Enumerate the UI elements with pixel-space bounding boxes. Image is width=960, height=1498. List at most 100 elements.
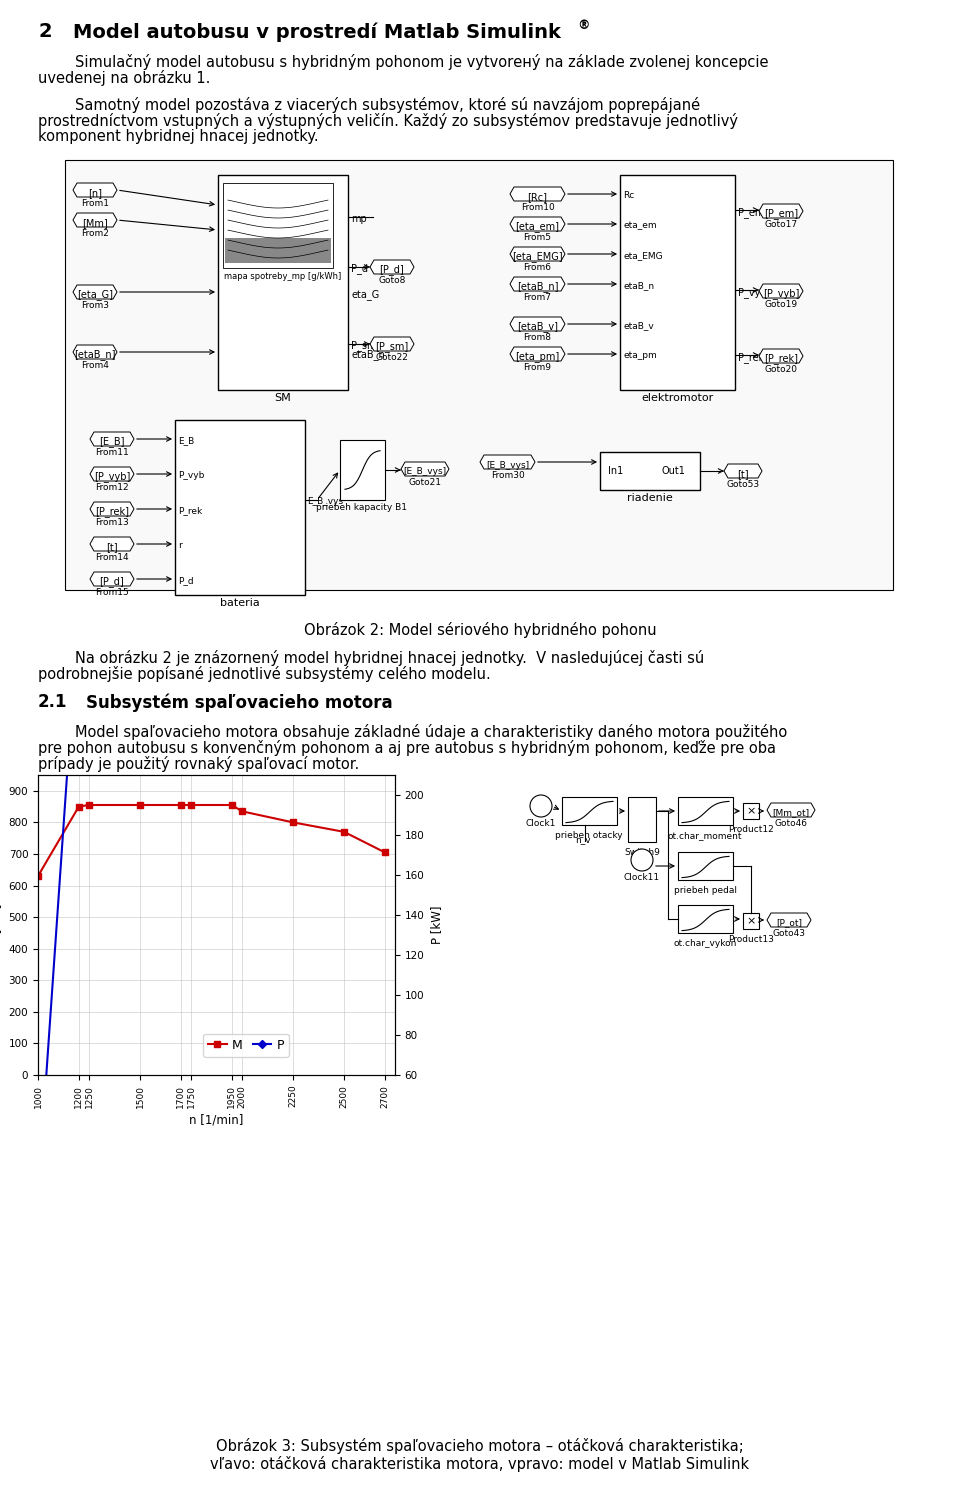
Text: [P_em]: [P_em] bbox=[764, 208, 798, 219]
Text: prípady je použitý rovnaký spaľovací motor.: prípady je použitý rovnaký spaľovací mot… bbox=[38, 756, 359, 771]
Text: Goto43: Goto43 bbox=[773, 929, 805, 938]
Polygon shape bbox=[73, 285, 117, 300]
Text: Samotný model pozostáva z viacerých subsystémov, ktoré sú navzájom poprepájané: Samotný model pozostáva z viacerých subs… bbox=[75, 97, 700, 112]
Text: Goto19: Goto19 bbox=[764, 300, 798, 309]
M bbox=[226, 795, 237, 813]
Text: priebeh kapacity B1: priebeh kapacity B1 bbox=[317, 503, 407, 512]
Bar bbox=[678, 797, 733, 825]
Text: komponent hybridnej hnacej jednotky.: komponent hybridnej hnacej jednotky. bbox=[38, 129, 319, 144]
Text: Clock1: Clock1 bbox=[526, 819, 556, 828]
Text: E_B_vys: E_B_vys bbox=[307, 497, 343, 506]
Polygon shape bbox=[510, 318, 565, 331]
Text: eta_G: eta_G bbox=[351, 289, 379, 300]
P bbox=[84, 526, 95, 544]
Text: Goto21: Goto21 bbox=[409, 478, 442, 487]
Text: priebeh otacky: priebeh otacky bbox=[555, 831, 623, 840]
Bar bbox=[628, 797, 656, 842]
Text: Out1: Out1 bbox=[662, 466, 685, 476]
Bar bbox=[678, 905, 733, 933]
Text: ×: × bbox=[746, 806, 756, 816]
Polygon shape bbox=[73, 213, 117, 228]
Text: From3: From3 bbox=[81, 301, 109, 310]
Text: From7: From7 bbox=[523, 294, 551, 303]
Text: From30: From30 bbox=[491, 470, 524, 479]
Text: Goto22: Goto22 bbox=[375, 354, 408, 363]
M bbox=[175, 795, 186, 813]
P bbox=[134, 246, 146, 264]
Text: P_rek: P_rek bbox=[738, 352, 764, 363]
Text: [E_B_vys]: [E_B_vys] bbox=[403, 467, 446, 476]
Text: P_sm: P_sm bbox=[351, 340, 376, 351]
Text: ®: ® bbox=[577, 19, 589, 31]
Text: Goto46: Goto46 bbox=[775, 819, 807, 828]
Text: n_v: n_v bbox=[575, 834, 590, 843]
Bar bbox=[743, 803, 759, 819]
Polygon shape bbox=[510, 217, 565, 231]
Text: P_d: P_d bbox=[351, 264, 368, 274]
Polygon shape bbox=[767, 803, 815, 816]
Text: Product13: Product13 bbox=[728, 935, 774, 944]
Text: Goto53: Goto53 bbox=[727, 479, 759, 488]
Text: uvedenej na obrázku 1.: uvedenej na obrázku 1. bbox=[38, 70, 210, 85]
Text: From11: From11 bbox=[95, 448, 129, 457]
Text: From8: From8 bbox=[523, 333, 551, 342]
M bbox=[185, 795, 197, 813]
Text: vľavo: otáčková charakteristika motora, vpravo: model v Matlab Simulink: vľavo: otáčková charakteristika motora, … bbox=[210, 1456, 750, 1473]
Bar bbox=[218, 175, 348, 389]
Text: elektromotor: elektromotor bbox=[641, 392, 713, 403]
P bbox=[175, 6, 186, 24]
Text: [P_rek]: [P_rek] bbox=[764, 354, 798, 364]
Text: Na obrázku 2 je znázornený model hybridnej hnacej jednotky.  V nasledujúcej čast: Na obrázku 2 je znázornený model hybridn… bbox=[75, 650, 705, 667]
Text: P_vyb: P_vyb bbox=[738, 288, 767, 298]
X-axis label: n [1/min]: n [1/min] bbox=[189, 1113, 244, 1126]
Y-axis label: M [Nm]: M [Nm] bbox=[0, 903, 3, 947]
Text: 2: 2 bbox=[38, 22, 52, 40]
Text: P_rek: P_rek bbox=[178, 506, 203, 515]
Polygon shape bbox=[370, 261, 414, 274]
Text: SM: SM bbox=[275, 392, 292, 403]
Line: P: P bbox=[36, 0, 388, 1198]
Text: bateria: bateria bbox=[220, 598, 260, 608]
Text: Goto17: Goto17 bbox=[764, 220, 798, 229]
Text: [eta_G]: [eta_G] bbox=[77, 289, 113, 301]
Polygon shape bbox=[90, 431, 134, 446]
P bbox=[73, 596, 84, 614]
Ellipse shape bbox=[631, 849, 653, 870]
Polygon shape bbox=[510, 348, 565, 361]
Text: [P_d]: [P_d] bbox=[100, 577, 125, 587]
Polygon shape bbox=[480, 455, 535, 469]
Text: [P_rek]: [P_rek] bbox=[95, 506, 129, 517]
Text: [E_B_vys]: [E_B_vys] bbox=[486, 460, 529, 469]
Text: From1: From1 bbox=[81, 199, 109, 208]
Text: [Mm]: [Mm] bbox=[83, 219, 108, 228]
Text: [eta_em]: [eta_em] bbox=[516, 222, 560, 232]
Text: From9: From9 bbox=[523, 363, 551, 372]
Polygon shape bbox=[90, 572, 134, 586]
Text: [P_vyb]: [P_vyb] bbox=[94, 472, 131, 482]
Text: [etaB_v]: [etaB_v] bbox=[517, 322, 558, 333]
Text: Product12: Product12 bbox=[728, 825, 774, 834]
M bbox=[84, 795, 95, 813]
Legend: M, P: M, P bbox=[204, 1034, 289, 1056]
Text: [Mm_ot]: [Mm_ot] bbox=[773, 809, 809, 818]
Text: eta_EMG: eta_EMG bbox=[623, 252, 662, 261]
Polygon shape bbox=[73, 183, 117, 198]
Text: pre pohon autobusu s konvenčným pohonom a aj pre autobus s hybridným pohonom, ke: pre pohon autobusu s konvenčným pohonom … bbox=[38, 740, 776, 756]
Text: mp: mp bbox=[351, 214, 367, 225]
Text: prostredníctvom vstupných a výstupných veličín. Každý zo subsystémov predstavuje: prostredníctvom vstupných a výstupných v… bbox=[38, 112, 738, 129]
Polygon shape bbox=[759, 349, 803, 363]
Text: [Rc]: [Rc] bbox=[527, 192, 547, 202]
Text: ×: × bbox=[746, 915, 756, 926]
Text: etaB_n: etaB_n bbox=[623, 282, 654, 291]
Text: Simulačný model autobusu s hybridným pohonom je vytvorенý na základe zvolenej ko: Simulačný model autobusu s hybridným poh… bbox=[75, 54, 769, 70]
Text: eta_em: eta_em bbox=[623, 222, 657, 231]
Polygon shape bbox=[90, 536, 134, 551]
Polygon shape bbox=[90, 467, 134, 481]
Text: Obrázok 3: Subsystém spaľovacieho motora – otáčková charakteristika;: Obrázok 3: Subsystém spaľovacieho motora… bbox=[216, 1438, 744, 1455]
Polygon shape bbox=[510, 277, 565, 291]
Text: Subsystém spaľovacieho motora: Subsystém spaľovacieho motora bbox=[86, 694, 393, 712]
Text: From13: From13 bbox=[95, 518, 129, 527]
Text: From14: From14 bbox=[95, 553, 129, 562]
Text: P_vyb: P_vyb bbox=[178, 470, 204, 479]
Bar bbox=[175, 419, 305, 595]
